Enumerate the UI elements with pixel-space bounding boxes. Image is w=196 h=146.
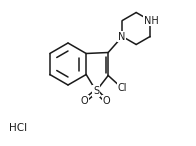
Text: NH: NH bbox=[144, 15, 158, 26]
Text: HCl: HCl bbox=[9, 123, 27, 133]
Text: O: O bbox=[80, 96, 88, 106]
Text: N: N bbox=[118, 32, 125, 41]
Text: S: S bbox=[93, 86, 99, 96]
Text: O: O bbox=[102, 96, 110, 106]
Text: Cl: Cl bbox=[117, 82, 127, 93]
